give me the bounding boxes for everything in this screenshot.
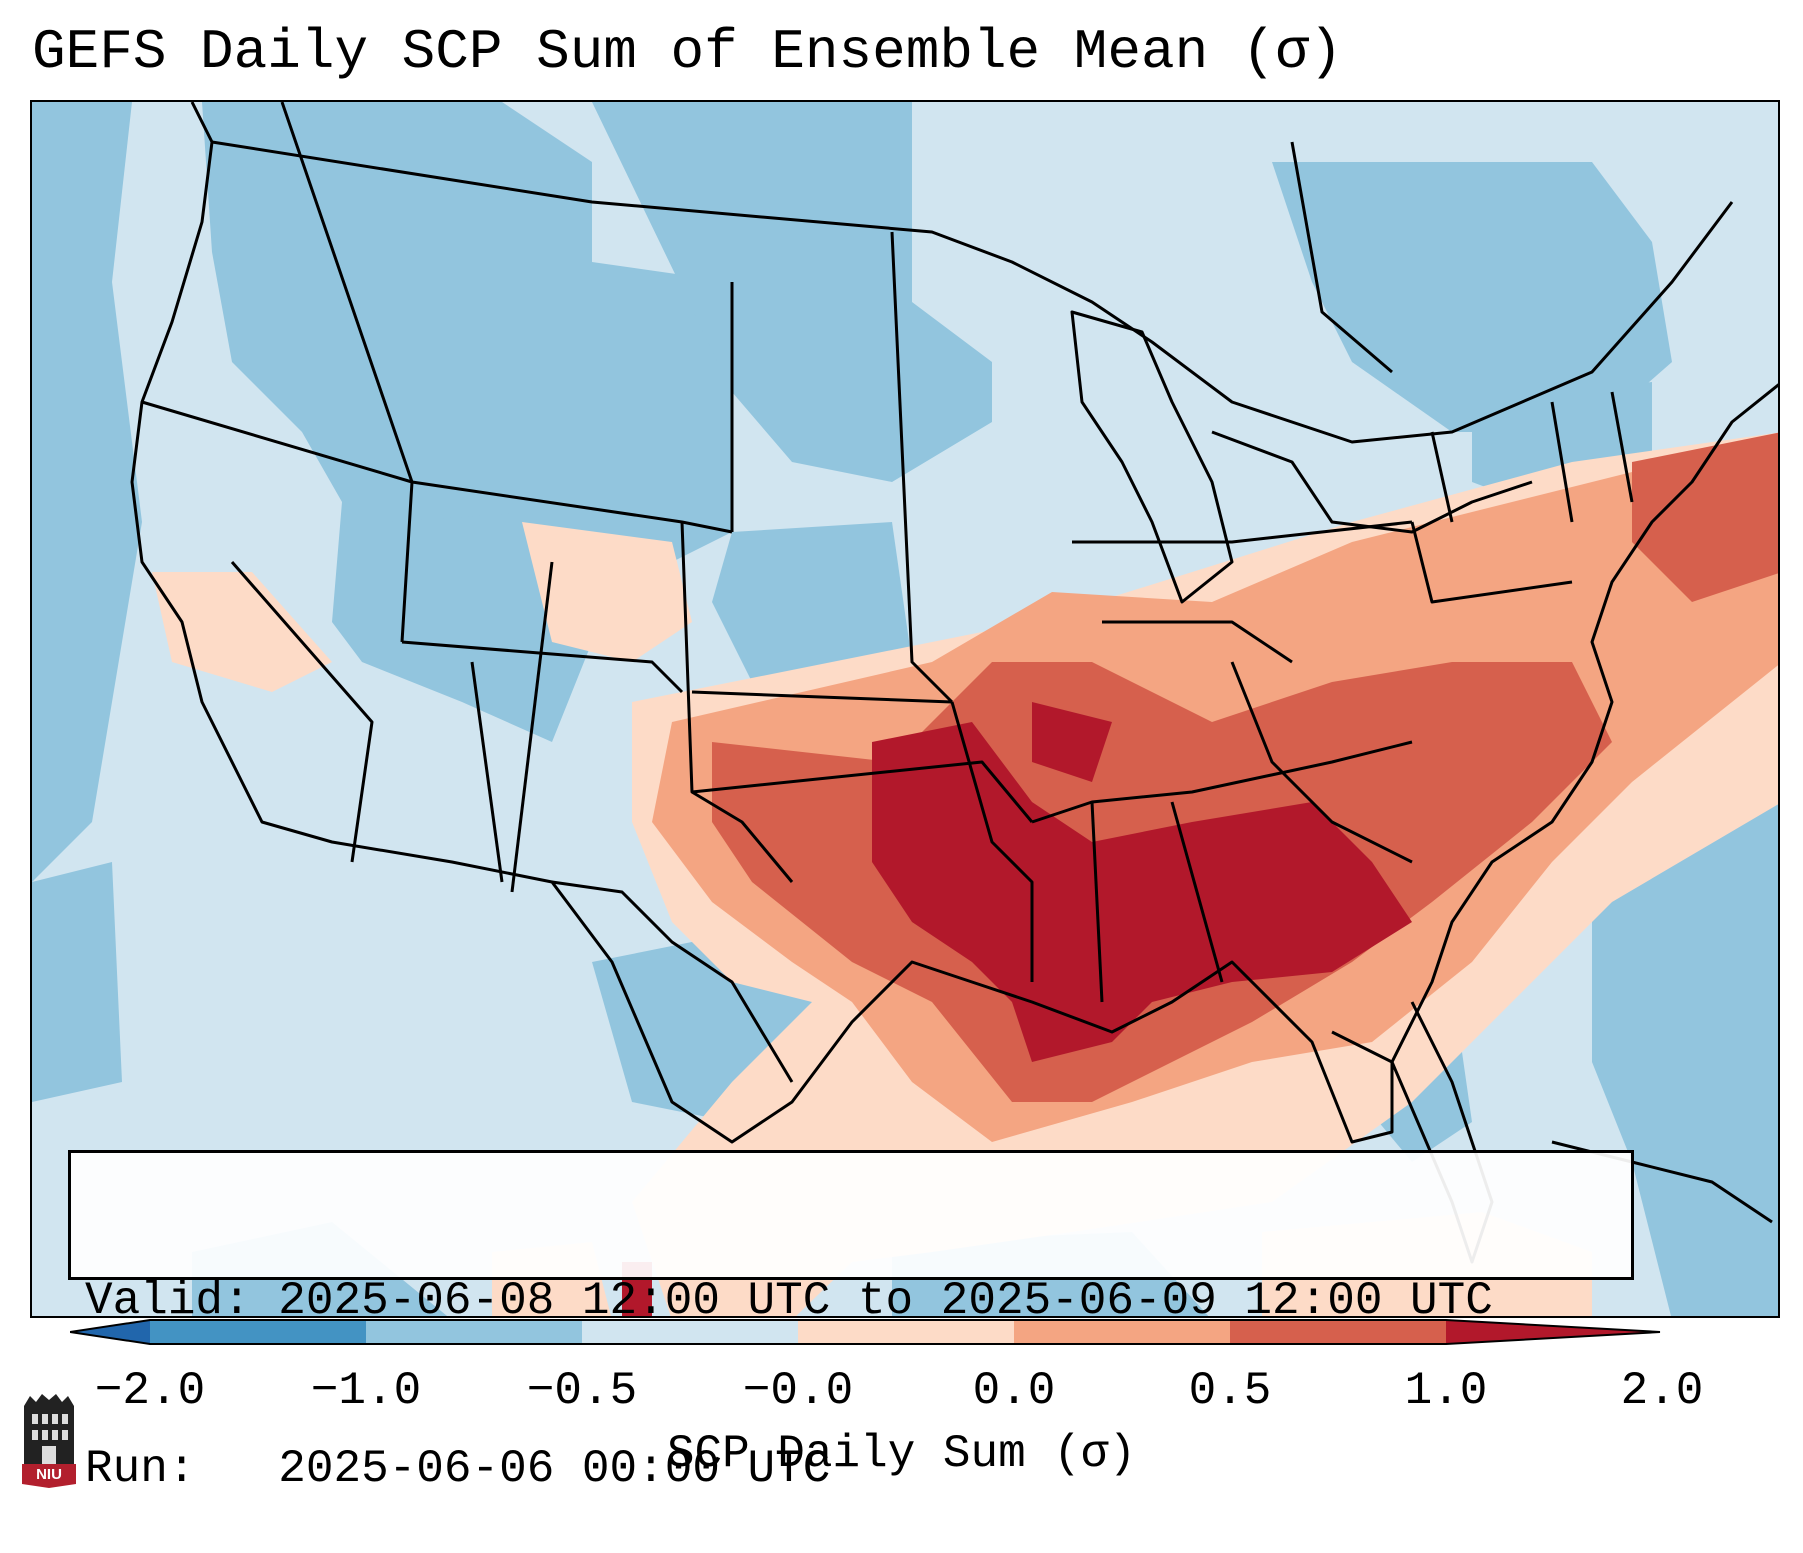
mexico-border — [551, 880, 794, 1083]
colorbar-segment-4 — [1014, 1320, 1230, 1344]
colorbar-under-triangle — [70, 1320, 150, 1344]
colorbar-segment-3 — [798, 1320, 1014, 1344]
valid-label: Valid: — [85, 1275, 251, 1327]
us-outline — [130, 102, 1778, 1144]
map-panel — [30, 100, 1780, 1318]
valid-row: Valid: 2025-06-08 12:00 UTC to 2025-06-0… — [85, 1273, 1617, 1329]
colorbar-tick-6: 1.0 — [1404, 1365, 1488, 1417]
colorbar-tick-4: 0.0 — [972, 1365, 1056, 1417]
canada-border — [211, 140, 1734, 444]
logo-banner — [22, 1464, 76, 1488]
state-and-coast-outlines — [130, 102, 1778, 1264]
validity-info-box: Valid: 2025-06-08 12:00 UTC to 2025-06-0… — [68, 1150, 1634, 1495]
colorbar-tick-5: 0.5 — [1188, 1365, 1272, 1417]
run-label: Run: — [85, 1443, 196, 1495]
colorbar-over-triangle — [1446, 1320, 1660, 1344]
colorbar-segment-0 — [150, 1320, 366, 1344]
colorbar-tick-3: −0.0 — [742, 1365, 854, 1417]
colorbar-segment-1 — [366, 1320, 582, 1344]
logo-text: NIU — [36, 1466, 62, 1483]
very-strong-positive-regions — [622, 702, 1412, 1316]
colorbar-segment-2 — [582, 1320, 798, 1344]
colorbar-tick-2: −0.5 — [526, 1365, 638, 1417]
run-value: 2025-06-06 00:00 UTC — [278, 1443, 831, 1495]
colorbar-outline — [70, 1319, 1661, 1345]
colorbar-tick-0: −2.0 — [94, 1365, 206, 1417]
valid-value: 2025-06-08 12:00 UTC to 2025-06-09 12:00… — [278, 1275, 1493, 1327]
colorbar — [70, 1319, 1661, 1345]
run-row: Run: 2025-06-06 00:00 UTC — [85, 1441, 1617, 1497]
colorbar-tick-1: −1.0 — [310, 1365, 422, 1417]
map-svg — [32, 102, 1778, 1316]
niu-logo-icon — [22, 1394, 76, 1488]
great-lakes — [1070, 310, 1234, 604]
colorbar-segment-5 — [1230, 1320, 1446, 1344]
chart-title: GEFS Daily SCP Sum of Ensemble Mean (σ) — [32, 20, 1343, 84]
colorbar-label: SCP Daily Sum (σ) — [666, 1428, 1137, 1480]
colorbar-tick-7: 2.0 — [1620, 1365, 1704, 1417]
